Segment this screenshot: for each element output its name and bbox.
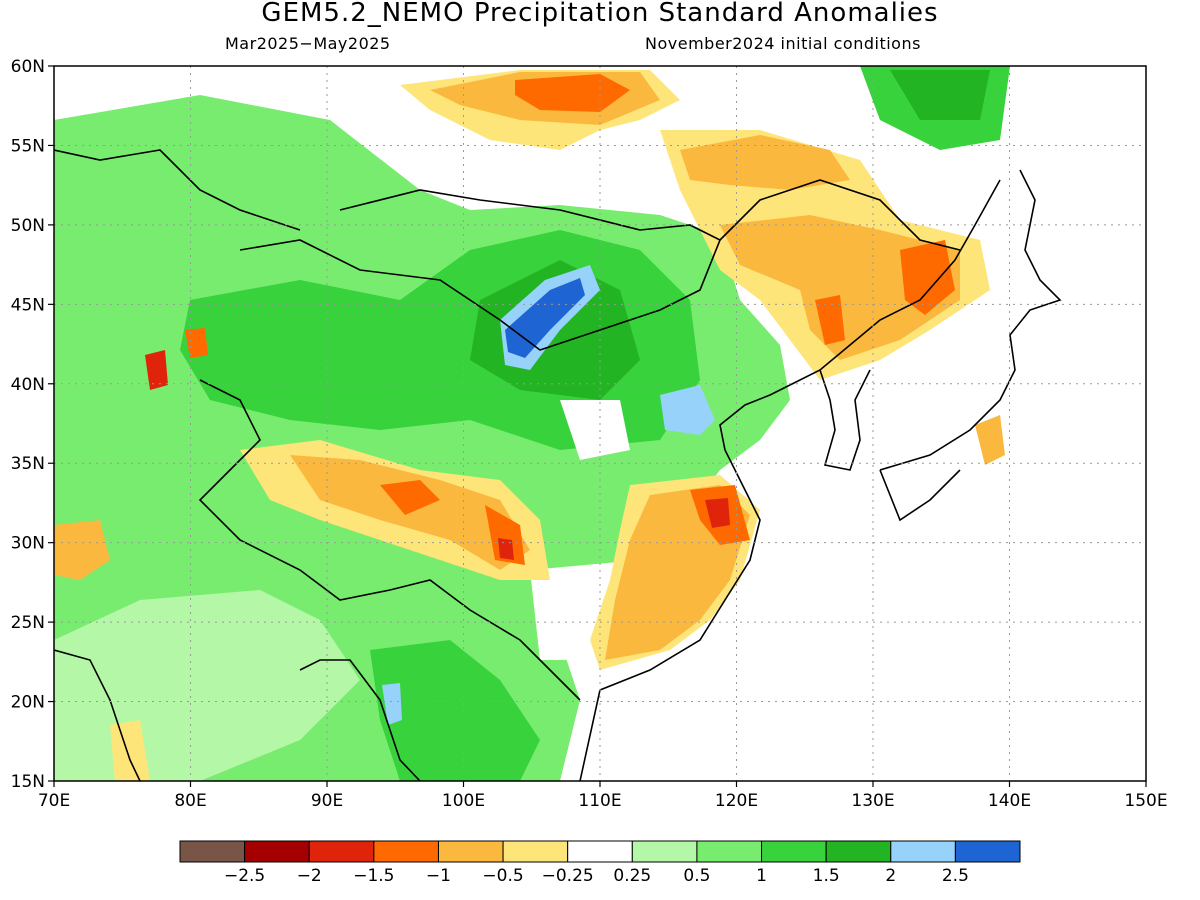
lat-tick-label: 25N (11, 613, 45, 633)
lon-tick-label: 70E (38, 791, 70, 811)
orange-manchuria-darkcore-a (900, 240, 955, 315)
lon-tick-label: 100E (442, 791, 485, 811)
green-indochina-region (370, 640, 540, 781)
orange-manchuria-core (720, 215, 960, 360)
legend-label: 2.5 (942, 866, 969, 886)
legend-swatch (179, 840, 246, 863)
lat-tick-label: 55N (11, 136, 45, 156)
legend-swatch (696, 840, 763, 863)
lon-tick-label: 140E (988, 791, 1031, 811)
legend-label: −2.5 (224, 866, 265, 886)
legend-swatch (308, 840, 375, 863)
lat-tick-label: 60N (11, 57, 45, 77)
lon-tick-label: 80E (174, 791, 206, 811)
legend-label: −2 (297, 866, 322, 886)
coastlines-and-borders (54, 149, 1062, 781)
legend-swatch (437, 840, 504, 863)
china-west-border (198, 379, 581, 701)
orange-kazakh-core (185, 328, 208, 358)
orange-manchuria-core2 (680, 135, 850, 190)
orange-tibet-darkcore-b (485, 505, 525, 565)
lat-tick-label: 30N (11, 534, 45, 554)
legend-label: 1.5 (813, 866, 840, 886)
orange-japan (975, 415, 1005, 465)
green-northeast-core (890, 70, 990, 120)
blue-myanmar-core (382, 683, 402, 725)
india-coast (54, 649, 421, 781)
orange-india-south (110, 720, 150, 781)
orange-tibet-red (498, 538, 514, 560)
anomaly-field (54, 66, 1146, 781)
legend-swatch (890, 840, 956, 863)
legend-label: 2 (885, 866, 896, 886)
legend-label: −1 (426, 866, 451, 886)
legend-swatch (825, 840, 892, 863)
blue-north-china-core (660, 385, 715, 435)
legend-swatch (567, 840, 633, 863)
lat-tick-label: 50N (11, 216, 45, 236)
russia-border (54, 149, 961, 251)
map-title: GEM5.2_NEMO Precipitation Standard Anoma… (261, 0, 939, 28)
forecast-period: Mar2025−May2025 (225, 34, 391, 53)
legend-label: 0.25 (613, 866, 651, 886)
lon-tick-label: 120E (715, 791, 758, 811)
orange-southeast-red (705, 498, 730, 528)
legend-swatch (244, 840, 310, 863)
orange-tibet-darkcore-a (380, 480, 440, 515)
neutral-patch-ne (700, 140, 1146, 781)
lon-tick-label: 150E (1124, 791, 1167, 811)
colorbar-legend: −2.5 −2 −1.5 −1 −0.5 −0.25 0.25 0.5 1 1.5 2 2.5 (179, 840, 1021, 886)
lat-tick-label: 15N (11, 772, 45, 792)
korea-coast (819, 369, 871, 471)
legend-swatch (502, 840, 569, 863)
axes: 70E 80E 90E 100E 110E 120E 130E 140E 150E 15N 20N 2… (11, 57, 1168, 811)
legend-label: −0.5 (482, 866, 523, 886)
legend-swatch (954, 840, 1021, 863)
gridlines (54, 66, 1146, 781)
lon-tick-label: 110E (578, 791, 621, 811)
legend-label: 1 (756, 866, 767, 886)
neutral-patch-mid (560, 400, 630, 460)
china-east-coast (579, 179, 1001, 781)
legend-label: 0.5 (683, 866, 710, 886)
lon-tick-label: 90E (311, 791, 343, 811)
lon-tick-label: 130E (851, 791, 894, 811)
legend-label: −0.25 (542, 866, 594, 886)
legend-swatch (761, 840, 827, 863)
legend-swatch (373, 840, 439, 863)
orange-kazakh-red (145, 350, 168, 390)
lat-tick-label: 20N (11, 693, 45, 713)
lat-tick-label: 35N (11, 454, 45, 474)
japan-coast (879, 169, 1062, 522)
orange-north-darkcore (515, 74, 630, 112)
lat-tick-label: 45N (11, 295, 45, 315)
mongolia-border (239, 189, 722, 351)
legend-label: −1.5 (353, 866, 394, 886)
initial-conditions: November2024 initial conditions (645, 34, 921, 53)
orange-india-west (54, 520, 110, 580)
legend-swatch (631, 840, 698, 863)
orange-manchuria-darkcore-b (815, 295, 845, 345)
lat-tick-label: 40N (11, 375, 45, 395)
